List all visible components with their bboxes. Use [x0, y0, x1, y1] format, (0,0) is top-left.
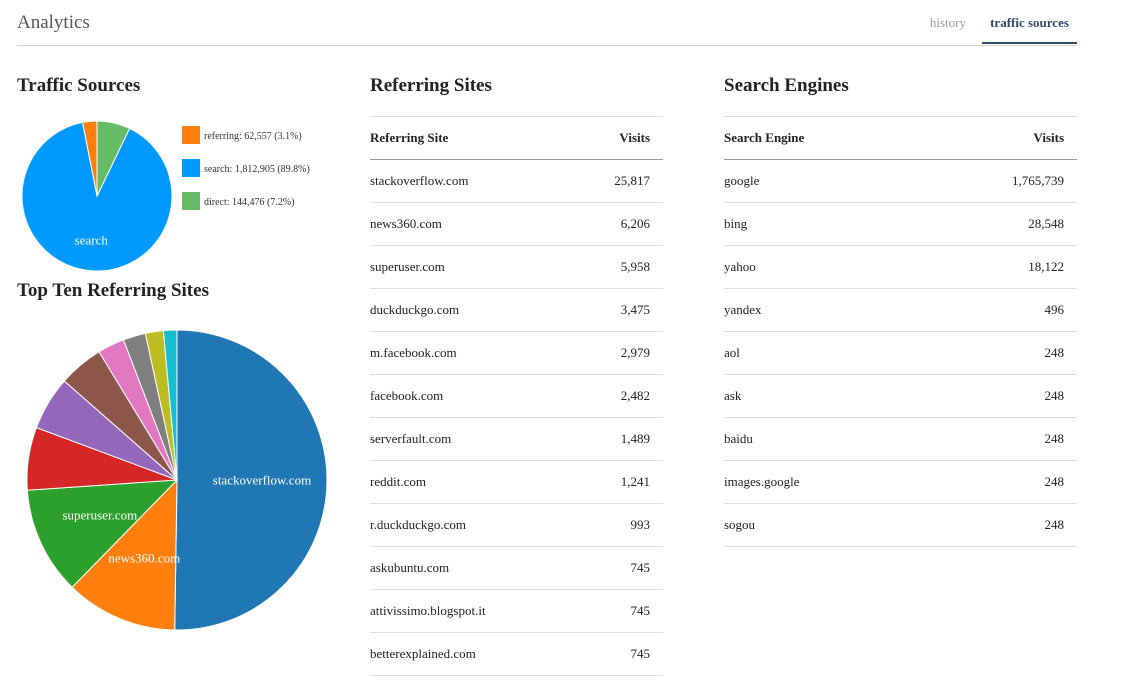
- table-row[interactable]: attivissimo.blogspot.it 745: [370, 589, 663, 633]
- pie-slice-stackoverflow-com[interactable]: [174, 329, 328, 631]
- referring-site-cell: attivissimo.blogspot.it: [370, 589, 577, 633]
- legend-swatch-direct: [182, 192, 200, 210]
- visits-cell: 1,765,739: [919, 159, 1077, 203]
- legend-label-direct: direct: 144,476 (7.2%): [204, 197, 295, 208]
- header-bar: Analytics history traffic sources: [17, 0, 1077, 46]
- search-engines-table: Search Engine Visits google 1,765,739 bing…: [724, 116, 1077, 547]
- visits-cell: 2,482: [576, 374, 663, 418]
- top-ten-title: Top Ten Referring Sites: [17, 280, 209, 301]
- col-header-referring-site[interactable]: Referring Site: [370, 116, 577, 160]
- visits-cell: 3,475: [576, 288, 663, 332]
- top-ten-pie-chart: stackoverflow.com news360.com superuser.co…: [26, 329, 328, 631]
- visits-cell: 248: [919, 417, 1077, 461]
- table-row[interactable]: r.duckduckgo.com 993: [370, 503, 663, 547]
- referring-site-cell: duckduckgo.com: [370, 288, 577, 332]
- referring-site-cell: serverfault.com: [370, 417, 577, 461]
- visits-cell: 28,548: [919, 202, 1077, 246]
- table-row[interactable]: bing 28,548: [724, 202, 1077, 246]
- table-row[interactable]: betterexplained.com 745: [370, 632, 663, 676]
- visits-cell: 248: [919, 374, 1077, 418]
- search-engine-cell: bing: [724, 202, 920, 246]
- legend-label-search: search: 1,812,905 (89.8%): [204, 164, 310, 175]
- referring-sites-table: Referring Site Visits stackoverflow.com 2…: [370, 116, 663, 676]
- app-title: Analytics: [17, 12, 90, 33]
- referring-site-cell: m.facebook.com: [370, 331, 577, 375]
- visits-cell: 6,206: [576, 202, 663, 246]
- pie-slice-askubuntu-com[interactable]: [162, 329, 178, 481]
- legend-swatch-search: [182, 159, 200, 177]
- visits-cell: 745: [576, 589, 663, 633]
- table-row[interactable]: news360.com 6,206: [370, 202, 663, 246]
- pie-slice-news360-com[interactable]: [71, 478, 178, 631]
- visits-cell: 248: [919, 503, 1077, 547]
- search-engines-title: Search Engines: [724, 75, 849, 96]
- table-header-row: Referring Site Visits: [370, 116, 663, 160]
- table-row[interactable]: m.facebook.com 2,979: [370, 331, 663, 375]
- visits-cell: 745: [576, 632, 663, 676]
- referring-site-cell: betterexplained.com: [370, 632, 577, 676]
- search-engine-cell: ask: [724, 374, 920, 418]
- col-header-visits[interactable]: Visits: [576, 116, 663, 160]
- search-engine-cell: sogou: [724, 503, 920, 547]
- table-row[interactable]: facebook.com 2,482: [370, 374, 663, 418]
- table-row[interactable]: yahoo 18,122: [724, 245, 1077, 289]
- referring-site-cell: facebook.com: [370, 374, 577, 418]
- search-engine-cell: baidu: [724, 417, 920, 461]
- search-engine-cell: images.google: [724, 460, 920, 504]
- search-engine-cell: aol: [724, 331, 920, 375]
- legend-label-referring: referring: 62,557 (3.1%): [204, 131, 302, 142]
- referring-site-cell: reddit.com: [370, 460, 577, 504]
- table-row[interactable]: aol 248: [724, 331, 1077, 375]
- table-row[interactable]: askubuntu.com 745: [370, 546, 663, 590]
- table-row[interactable]: yandex 496: [724, 288, 1077, 332]
- visits-cell: 25,817: [576, 159, 663, 203]
- visits-cell: 5,958: [576, 245, 663, 289]
- tab-traffic-sources[interactable]: traffic sources: [982, 15, 1077, 44]
- visits-cell: 2,979: [576, 331, 663, 375]
- traffic-legend: referring: 62,557 (3.1%) search: 1,812,9…: [182, 126, 310, 210]
- table-row[interactable]: baidu 248: [724, 417, 1077, 461]
- visits-cell: 1,489: [576, 417, 663, 461]
- table-row[interactable]: google 1,765,739: [724, 159, 1077, 203]
- col-header-visits[interactable]: Visits: [919, 116, 1077, 160]
- table-row[interactable]: reddit.com 1,241: [370, 460, 663, 504]
- referring-site-cell: askubuntu.com: [370, 546, 577, 590]
- referring-site-cell: r.duckduckgo.com: [370, 503, 577, 547]
- table-row[interactable]: sogou 248: [724, 503, 1077, 547]
- referring-site-cell: superuser.com: [370, 245, 577, 289]
- table-row[interactable]: superuser.com 5,958: [370, 245, 663, 289]
- table-row[interactable]: serverfault.com 1,489: [370, 417, 663, 461]
- visits-cell: 496: [919, 288, 1077, 332]
- table-row[interactable]: duckduckgo.com 3,475: [370, 288, 663, 332]
- col-header-search-engine[interactable]: Search Engine: [724, 116, 920, 160]
- referring-site-cell: news360.com: [370, 202, 577, 246]
- slice-label-news360-com: news360.com: [108, 550, 180, 565]
- pie-slice-direct[interactable]: [96, 120, 131, 197]
- legend-swatch-referring: [182, 126, 200, 144]
- traffic-sources-pie-chart: search referring: 62,557 (3.1%) search: …: [21, 120, 310, 272]
- table-row[interactable]: ask 248: [724, 374, 1077, 418]
- table-row[interactable]: stackoverflow.com 25,817: [370, 159, 663, 203]
- visits-cell: 18,122: [919, 245, 1077, 289]
- visits-cell: 993: [576, 503, 663, 547]
- slice-label-search: search: [75, 233, 109, 248]
- visits-cell: 745: [576, 546, 663, 590]
- tab-history[interactable]: history: [929, 15, 966, 30]
- traffic-sources-title: Traffic Sources: [17, 75, 141, 96]
- search-engine-cell: yahoo: [724, 245, 920, 289]
- search-engine-cell: yandex: [724, 288, 920, 332]
- referring-sites-title: Referring Sites: [370, 75, 492, 96]
- table-header-row: Search Engine Visits: [724, 116, 1077, 160]
- visits-cell: 1,241: [576, 460, 663, 504]
- search-engine-cell: google: [724, 159, 920, 203]
- table-row[interactable]: images.google 248: [724, 460, 1077, 504]
- pie-slice-superuser-com[interactable]: [26, 479, 179, 588]
- visits-cell: 248: [919, 331, 1077, 375]
- slice-label-superuser-com: superuser.com: [62, 508, 137, 523]
- slice-label-stackoverflow-com: stackoverflow.com: [213, 473, 311, 488]
- referring-site-cell: stackoverflow.com: [370, 159, 577, 203]
- pie-slice-search[interactable]: [21, 121, 173, 272]
- visits-cell: 248: [919, 460, 1077, 504]
